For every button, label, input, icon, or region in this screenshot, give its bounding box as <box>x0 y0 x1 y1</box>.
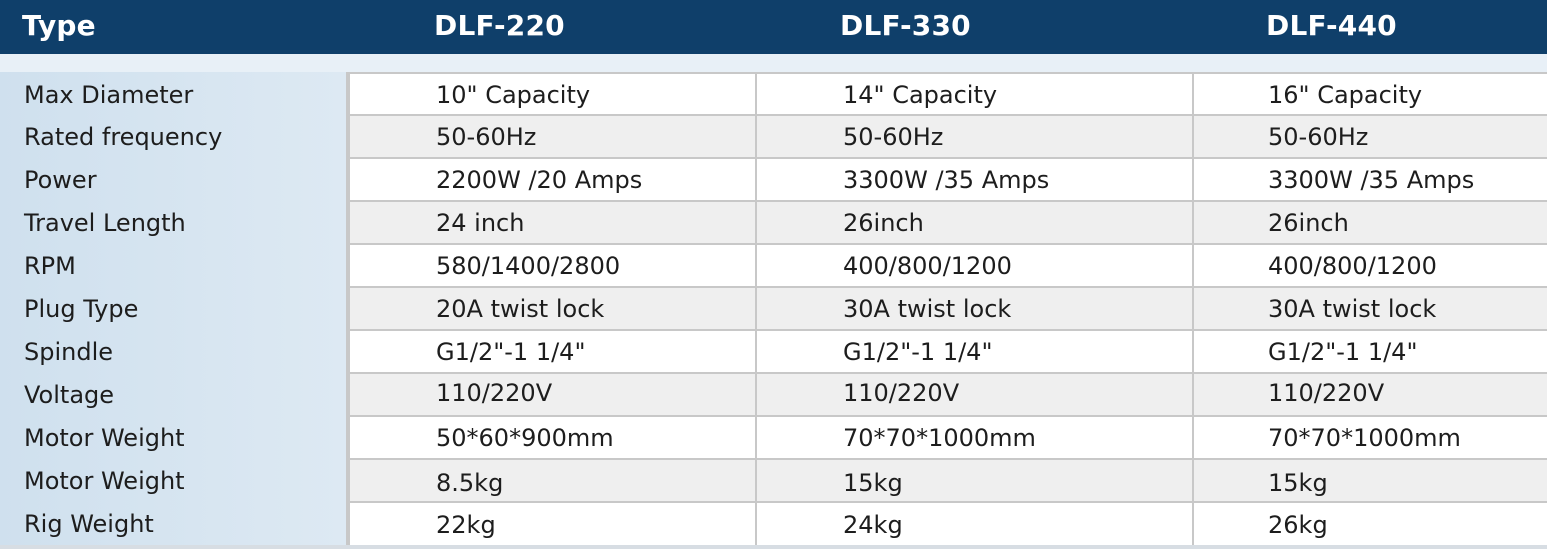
cell-value: 8.5kg <box>436 469 504 497</box>
cell-value: 50-60Hz <box>843 123 944 151</box>
table-row: RPM 580/1400/2800 400/800/1200 400/800/1… <box>0 245 1547 288</box>
cell-value: 20A twist lock <box>436 295 605 323</box>
table-bottom-border <box>0 545 1547 549</box>
table-row: Voltage 110/220V 110/220V 110/220V <box>0 374 1547 417</box>
cell-model-2: 26inch <box>755 202 1192 245</box>
cell-model-2: 400/800/1200 <box>755 245 1192 288</box>
cell-model-1: 8.5kg <box>348 460 755 503</box>
cell-value: 3300W /35 Amps <box>843 166 1050 194</box>
cell-model-3: 30A twist lock <box>1192 288 1547 331</box>
cell-value: G1/2"-1 1/4" <box>1268 338 1418 366</box>
cell-model-2: 15kg <box>755 460 1192 503</box>
cell-value: G1/2"-1 1/4" <box>436 338 586 366</box>
cell-value: 30A twist lock <box>1268 295 1437 323</box>
cell-value: 26inch <box>843 209 924 237</box>
cell-model-3: 50-60Hz <box>1192 116 1547 159</box>
cell-model-3: 15kg <box>1192 460 1547 503</box>
header-model-1: DLF-220 <box>434 9 565 42</box>
cell-value: 400/800/1200 <box>1268 252 1437 280</box>
cell-value: 14" Capacity <box>843 81 998 109</box>
table-row: Power 2200W /20 Amps 3300W /35 Amps 3300… <box>0 159 1547 202</box>
cell-model-2: 70*70*1000mm <box>755 417 1192 460</box>
cell-value: 24 inch <box>436 209 525 237</box>
cell-model-1: 50*60*900mm <box>348 417 755 460</box>
cell-value: 50-60Hz <box>436 123 537 151</box>
cell-model-2: 50-60Hz <box>755 116 1192 159</box>
cell-model-2: 110/220V <box>755 374 1192 417</box>
table-top-border <box>346 72 1547 74</box>
cell-value: 70*70*1000mm <box>1268 424 1461 452</box>
cell-model-2: 3300W /35 Amps <box>755 159 1192 202</box>
table-row: Plug Type 20A twist lock 30A twist lock … <box>0 288 1547 331</box>
cell-value: 30A twist lock <box>843 295 1012 323</box>
header-model-3: DLF-440 <box>1266 9 1397 42</box>
cell-model-1: 2200W /20 Amps <box>348 159 755 202</box>
cell-model-1: 22kg <box>348 503 755 545</box>
cell-model-1: 24 inch <box>348 202 755 245</box>
row-label: RPM <box>24 252 76 280</box>
table-row: Max Diameter 10" Capacity 14" Capacity 1… <box>0 74 1547 116</box>
cell-value: 26kg <box>1268 511 1328 539</box>
cell-value: 110/220V <box>843 379 960 407</box>
cell-value: 2200W /20 Amps <box>436 166 643 194</box>
cell-value: 70*70*1000mm <box>843 424 1036 452</box>
row-label: Rated frequency <box>24 123 223 151</box>
row-label: Spindle <box>24 338 114 366</box>
cell-value: 24kg <box>843 511 903 539</box>
cell-model-3: 26kg <box>1192 503 1547 545</box>
row-label: Voltage <box>24 381 115 409</box>
cell-value: 580/1400/2800 <box>436 252 621 280</box>
cell-model-1: 50-60Hz <box>348 116 755 159</box>
row-label: Rig Weight <box>24 510 154 538</box>
cell-value: 26inch <box>1268 209 1349 237</box>
table-row: Motor Weight 8.5kg 15kg 15kg <box>0 460 1547 503</box>
cell-value: G1/2"-1 1/4" <box>843 338 993 366</box>
row-label: Travel Length <box>24 209 186 237</box>
cell-model-1: 580/1400/2800 <box>348 245 755 288</box>
row-label: Motor Weight <box>24 424 185 452</box>
cell-model-2: 24kg <box>755 503 1192 545</box>
cell-model-3: 70*70*1000mm <box>1192 417 1547 460</box>
table-row: Spindle G1/2"-1 1/4" G1/2"-1 1/4" G1/2"-… <box>0 331 1547 374</box>
header-spacer <box>0 54 1547 72</box>
cell-model-1: G1/2"-1 1/4" <box>348 331 755 374</box>
cell-value: 400/800/1200 <box>843 252 1012 280</box>
cell-model-1: 10" Capacity <box>348 74 755 116</box>
cell-value: 50-60Hz <box>1268 123 1369 151</box>
row-label: Motor Weight <box>24 467 185 495</box>
cell-value: 10" Capacity <box>436 81 591 109</box>
cell-model-3: 26inch <box>1192 202 1547 245</box>
cell-model-3: 3300W /35 Amps <box>1192 159 1547 202</box>
cell-value: 22kg <box>436 511 496 539</box>
table-row: Motor Weight 50*60*900mm 70*70*1000mm 70… <box>0 417 1547 460</box>
cell-value: 15kg <box>1268 469 1328 497</box>
cell-value: 110/220V <box>436 379 553 407</box>
cell-value: 110/220V <box>1268 379 1385 407</box>
cell-model-1: 110/220V <box>348 374 755 417</box>
cell-value: 16" Capacity <box>1268 81 1423 109</box>
cell-model-3: 110/220V <box>1192 374 1547 417</box>
cell-value: 3300W /35 Amps <box>1268 166 1475 194</box>
table-left-border <box>346 72 348 549</box>
table-header: Type DLF-220 DLF-330 DLF-440 <box>0 0 1547 54</box>
cell-model-2: G1/2"-1 1/4" <box>755 331 1192 374</box>
table-row: Travel Length 24 inch 26inch 26inch <box>0 202 1547 245</box>
row-label: Plug Type <box>24 295 139 323</box>
cell-value: 50*60*900mm <box>436 424 614 452</box>
cell-model-3: 16" Capacity <box>1192 74 1547 116</box>
cell-model-3: 400/800/1200 <box>1192 245 1547 288</box>
cell-model-2: 30A twist lock <box>755 288 1192 331</box>
row-label: Power <box>24 166 97 194</box>
header-type-label: Type <box>22 9 96 42</box>
table-row: Rig Weight 22kg 24kg 26kg <box>0 503 1547 545</box>
cell-model-1: 20A twist lock <box>348 288 755 331</box>
cell-model-3: G1/2"-1 1/4" <box>1192 331 1547 374</box>
row-label: Max Diameter <box>24 81 194 109</box>
cell-model-2: 14" Capacity <box>755 74 1192 116</box>
table-row: Rated frequency 50-60Hz 50-60Hz 50-60Hz <box>0 116 1547 159</box>
header-model-2: DLF-330 <box>840 9 971 42</box>
cell-value: 15kg <box>843 469 903 497</box>
